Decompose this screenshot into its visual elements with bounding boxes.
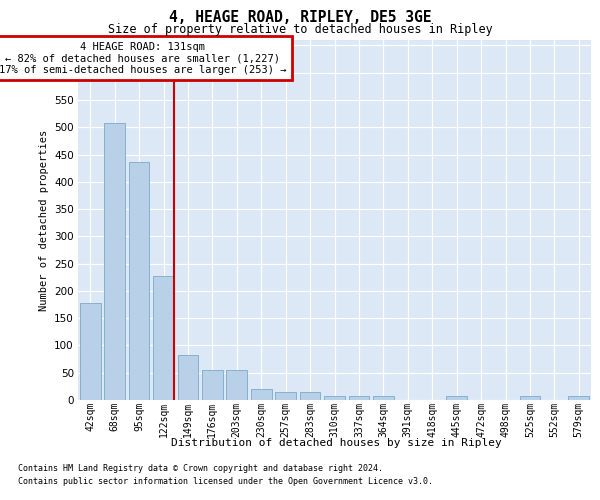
Bar	[153, 276, 174, 400]
Bar	[349, 396, 370, 400]
Bar	[373, 396, 394, 400]
Bar	[251, 389, 272, 400]
Text: Contains public sector information licensed under the Open Government Licence v3: Contains public sector information licen…	[18, 478, 433, 486]
Bar	[202, 370, 223, 400]
Text: Distribution of detached houses by size in Ripley: Distribution of detached houses by size …	[170, 438, 502, 448]
Bar	[128, 162, 149, 400]
Bar	[80, 303, 101, 400]
Bar	[446, 396, 467, 400]
Bar	[104, 124, 125, 400]
Y-axis label: Number of detached properties: Number of detached properties	[38, 130, 49, 310]
Bar	[275, 392, 296, 400]
Text: 4, HEAGE ROAD, RIPLEY, DE5 3GE: 4, HEAGE ROAD, RIPLEY, DE5 3GE	[169, 10, 431, 25]
Bar	[299, 392, 320, 400]
Bar	[178, 354, 199, 400]
Text: 4 HEAGE ROAD: 131sqm
← 82% of detached houses are smaller (1,227)
17% of semi-de: 4 HEAGE ROAD: 131sqm ← 82% of detached h…	[0, 42, 286, 75]
Bar	[520, 396, 541, 400]
Bar	[568, 396, 589, 400]
Text: Contains HM Land Registry data © Crown copyright and database right 2024.: Contains HM Land Registry data © Crown c…	[18, 464, 383, 473]
Bar	[226, 370, 247, 400]
Text: Size of property relative to detached houses in Ripley: Size of property relative to detached ho…	[107, 22, 493, 36]
Bar	[324, 396, 345, 400]
